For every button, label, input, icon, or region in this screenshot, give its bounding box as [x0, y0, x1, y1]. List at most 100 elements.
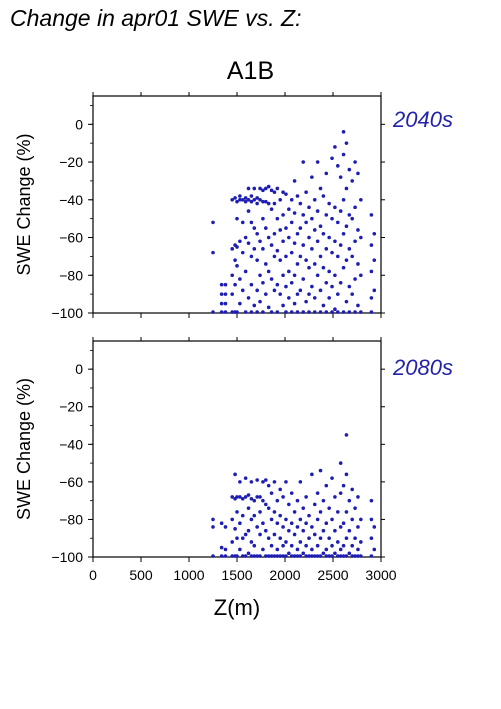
data-point	[230, 554, 234, 558]
data-point	[341, 521, 346, 525]
data-point	[350, 179, 355, 183]
data-point	[330, 554, 334, 558]
data-point	[211, 525, 215, 529]
data-point	[295, 554, 300, 558]
data-point	[359, 197, 363, 202]
data-point	[289, 250, 294, 255]
data-point	[219, 521, 224, 525]
data-point	[281, 273, 285, 278]
data-point	[266, 235, 271, 240]
data-point	[255, 525, 259, 529]
data-point	[272, 288, 277, 293]
data-point	[327, 269, 331, 274]
data-point	[312, 197, 317, 202]
data-point	[281, 495, 285, 499]
data-point	[359, 235, 363, 240]
data-point	[272, 480, 277, 484]
data-point	[272, 231, 277, 236]
data-point	[344, 186, 349, 191]
data-point	[266, 483, 271, 488]
data-point	[338, 554, 343, 558]
data-point	[310, 216, 314, 221]
data-point	[318, 288, 323, 293]
data-point	[327, 235, 331, 240]
data-point	[243, 310, 248, 314]
data-point	[238, 239, 242, 244]
data-point	[258, 510, 262, 514]
data-point	[243, 235, 248, 240]
data-point	[219, 292, 224, 296]
data-point	[353, 310, 357, 314]
data-point	[310, 247, 314, 251]
data-point	[327, 201, 331, 206]
data-point	[318, 468, 323, 473]
data-point	[243, 199, 248, 204]
x-axis-label: Z(m)	[214, 595, 260, 620]
data-point	[233, 196, 237, 200]
data-point	[266, 305, 271, 310]
data-point	[372, 525, 377, 529]
data-point	[287, 502, 291, 507]
data-point	[292, 301, 297, 306]
data-point	[272, 510, 277, 514]
data-point	[246, 493, 251, 497]
data-point	[238, 194, 242, 198]
data-point	[211, 517, 215, 522]
data-point	[255, 201, 259, 206]
data-point	[372, 288, 377, 293]
data-point	[301, 277, 306, 281]
period-label-bottom: 2080s	[393, 355, 453, 380]
x-tick-label: 500	[129, 567, 153, 583]
data-point	[336, 164, 340, 168]
data-point	[321, 194, 326, 198]
data-point	[295, 292, 300, 296]
y-tick-label: −40	[59, 436, 83, 452]
data-point	[264, 226, 268, 230]
data-point	[278, 554, 283, 558]
data-point	[255, 554, 259, 558]
data-point	[327, 296, 331, 300]
data-point	[301, 551, 306, 556]
x-tick-label: 2500	[317, 567, 348, 583]
data-point	[255, 478, 259, 482]
data-point	[321, 265, 326, 270]
data-point	[292, 273, 297, 278]
data-point	[246, 296, 251, 300]
data-point	[318, 224, 323, 228]
data-point	[246, 551, 251, 556]
data-point	[230, 310, 234, 314]
data-point	[350, 254, 355, 259]
data-point	[295, 498, 300, 503]
data-point	[246, 186, 251, 191]
data-point	[350, 487, 355, 492]
data-point	[278, 258, 283, 262]
data-point	[315, 491, 320, 495]
data-point	[321, 551, 326, 556]
data-point	[304, 190, 308, 195]
data-point	[275, 554, 280, 558]
data-point	[344, 299, 349, 304]
data-point	[278, 197, 283, 202]
data-point	[341, 554, 346, 558]
data-point	[298, 254, 303, 259]
data-point	[298, 288, 303, 293]
data-point	[281, 190, 285, 195]
data-point	[264, 478, 268, 482]
data-point	[350, 543, 355, 548]
data-point	[275, 521, 280, 525]
data-point	[243, 196, 248, 200]
data-point	[272, 190, 277, 195]
data-point	[249, 540, 254, 544]
x-tick-label: 2000	[269, 567, 300, 583]
data-point	[315, 239, 320, 244]
data-point	[369, 554, 374, 558]
y-tick-label: −60	[59, 474, 83, 490]
data-point	[235, 216, 239, 221]
data-point	[269, 517, 274, 522]
data-point	[264, 292, 268, 296]
data-point	[344, 510, 349, 514]
data-point	[261, 247, 265, 251]
y-tick-label: −60	[59, 230, 83, 246]
y-tick-label: −100	[51, 549, 83, 565]
data-point	[281, 543, 285, 548]
